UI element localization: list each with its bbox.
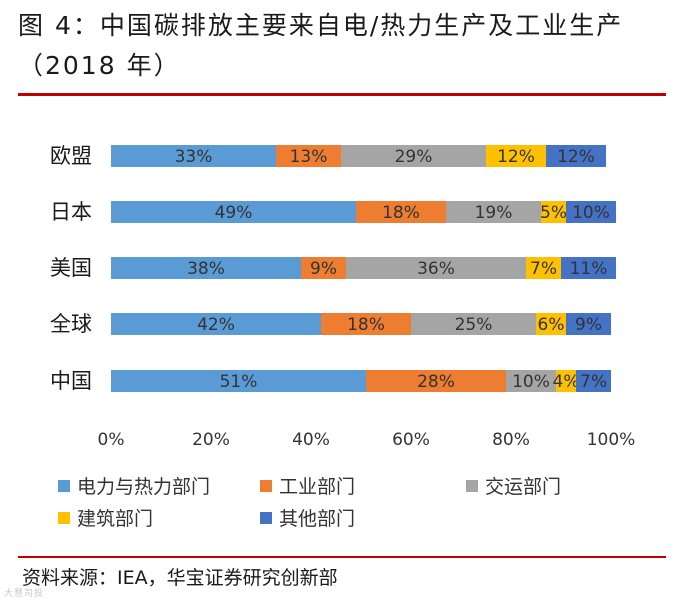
data-label: 10% — [572, 203, 610, 223]
data-label: 13% — [290, 147, 328, 167]
bar-segment — [486, 145, 546, 167]
bar-segment — [111, 370, 366, 392]
bar-segment — [446, 201, 541, 223]
legend-label: 其他部门 — [279, 508, 355, 530]
legend-swatch — [260, 480, 272, 492]
data-label: 38% — [187, 259, 225, 279]
bar-segment — [506, 370, 556, 392]
bar-segment — [111, 313, 321, 335]
x-tick-label: 60% — [392, 430, 430, 450]
legend-label: 工业部门 — [279, 476, 355, 498]
legend-swatch — [260, 512, 272, 524]
data-label: 12% — [497, 147, 535, 167]
watermark: 大慧司投 — [4, 589, 45, 599]
bar-segment — [546, 145, 606, 167]
bar-segment — [536, 313, 566, 335]
chart-title: 图 4：中国碳排放主要来自电/热力生产及工业生产 （2018 年） — [18, 6, 668, 86]
chart-title-line1: 图 4：中国碳排放主要来自电/热力生产及工业生产 — [18, 11, 624, 40]
bar-segment — [111, 145, 276, 167]
bar-segment — [301, 257, 346, 279]
bar-segment — [276, 145, 341, 167]
bar-segment — [321, 313, 411, 335]
title-divider — [18, 93, 666, 96]
data-label: 7% — [530, 259, 557, 279]
legend-label: 电力与热力部门 — [77, 476, 210, 498]
stacked-bar-chart: 欧盟 33% 13% 29% 12% 12%日本 49% 18% 19% 5% 10%美国 38% 9%… — [50, 144, 636, 530]
source-note: 资料来源：IEA，华宝证券研究创新部 — [22, 567, 338, 589]
bar-segment — [366, 370, 506, 392]
legend-label: 交运部门 — [485, 476, 561, 498]
x-tick-label: 20% — [192, 430, 230, 450]
bar-segment — [526, 257, 561, 279]
x-tick-label: 40% — [292, 430, 330, 450]
data-label: 4% — [553, 372, 580, 392]
category-label: 全球 — [50, 312, 92, 336]
data-label: 9% — [310, 259, 337, 279]
data-label: 36% — [417, 259, 455, 279]
data-label: 18% — [382, 203, 420, 223]
data-label: 7% — [580, 372, 607, 392]
data-label: 29% — [395, 147, 433, 167]
bar-segment — [561, 257, 616, 279]
bar-segment — [111, 257, 301, 279]
data-label: 11% — [570, 259, 608, 279]
data-label: 19% — [475, 203, 513, 223]
data-label: 18% — [347, 315, 385, 335]
data-label: 33% — [175, 147, 213, 167]
x-tick-label: 80% — [492, 430, 530, 450]
bar-segment — [566, 313, 611, 335]
x-tick-label: 0% — [98, 430, 125, 450]
chart-title-line2: （2018 年） — [18, 51, 181, 80]
bar-segment — [556, 370, 576, 392]
bar-segment — [541, 201, 566, 223]
bar-segment — [356, 201, 446, 223]
category-label: 美国 — [50, 256, 92, 280]
bar-segment — [576, 370, 611, 392]
data-label: 28% — [417, 372, 455, 392]
category-label: 日本 — [50, 200, 92, 224]
source-divider — [18, 556, 666, 558]
bar-segment — [341, 145, 486, 167]
legend-swatch — [58, 512, 70, 524]
data-label: 12% — [557, 147, 595, 167]
bar-segment — [346, 257, 526, 279]
data-label: 5% — [540, 203, 567, 223]
data-label: 25% — [455, 315, 493, 335]
bar-segment — [566, 201, 616, 223]
legend-swatch — [58, 480, 70, 492]
data-label: 9% — [575, 315, 602, 335]
data-label: 51% — [220, 372, 258, 392]
data-label: 42% — [197, 315, 235, 335]
data-label: 10% — [512, 372, 550, 392]
category-label: 欧盟 — [50, 144, 92, 168]
bar-segment — [111, 201, 356, 223]
bar-segment — [411, 313, 536, 335]
legend-label: 建筑部门 — [77, 508, 153, 530]
data-label: 6% — [538, 315, 565, 335]
legend-swatch — [466, 480, 478, 492]
x-tick-label: 100% — [587, 430, 636, 450]
data-label: 49% — [215, 203, 253, 223]
category-label: 中国 — [50, 369, 92, 393]
